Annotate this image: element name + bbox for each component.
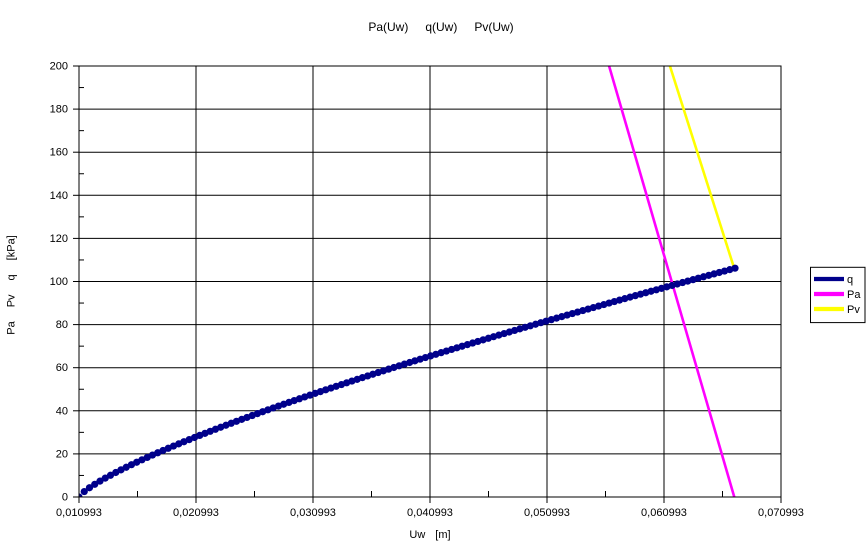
svg-text:160: 160	[50, 147, 68, 159]
svg-text:120: 120	[50, 233, 68, 245]
svg-text:0,040993: 0,040993	[407, 507, 453, 519]
svg-text:Uw[m]: Uw [m]	[409, 529, 450, 541]
svg-text:200: 200	[50, 61, 68, 73]
svg-text:180: 180	[50, 104, 68, 116]
svg-text:0,020993: 0,020993	[173, 507, 219, 519]
svg-text:0,010993: 0,010993	[56, 507, 102, 519]
svg-text:0,050993: 0,050993	[524, 507, 570, 519]
svg-text:140: 140	[50, 190, 68, 202]
svg-text:Pa(Uw)q(Uw)Pv(Uw): Pa(Uw) q(Uw) Pv(Uw)	[368, 20, 513, 34]
svg-text:Pv: Pv	[847, 304, 860, 316]
svg-text:100: 100	[50, 276, 68, 288]
svg-text:80: 80	[56, 319, 68, 331]
svg-text:PaPvq[kPa]: PaPvq[kPa]	[6, 235, 18, 335]
svg-text:0: 0	[62, 492, 68, 504]
svg-text:q: q	[847, 274, 853, 286]
svg-text:40: 40	[56, 405, 68, 417]
svg-text:20: 20	[56, 448, 68, 460]
svg-text:0,070993: 0,070993	[758, 507, 804, 519]
svg-text:0,060993: 0,060993	[641, 507, 687, 519]
svg-text:Pa: Pa	[847, 289, 861, 301]
svg-text:0,030993: 0,030993	[290, 507, 336, 519]
svg-text:60: 60	[56, 362, 68, 374]
